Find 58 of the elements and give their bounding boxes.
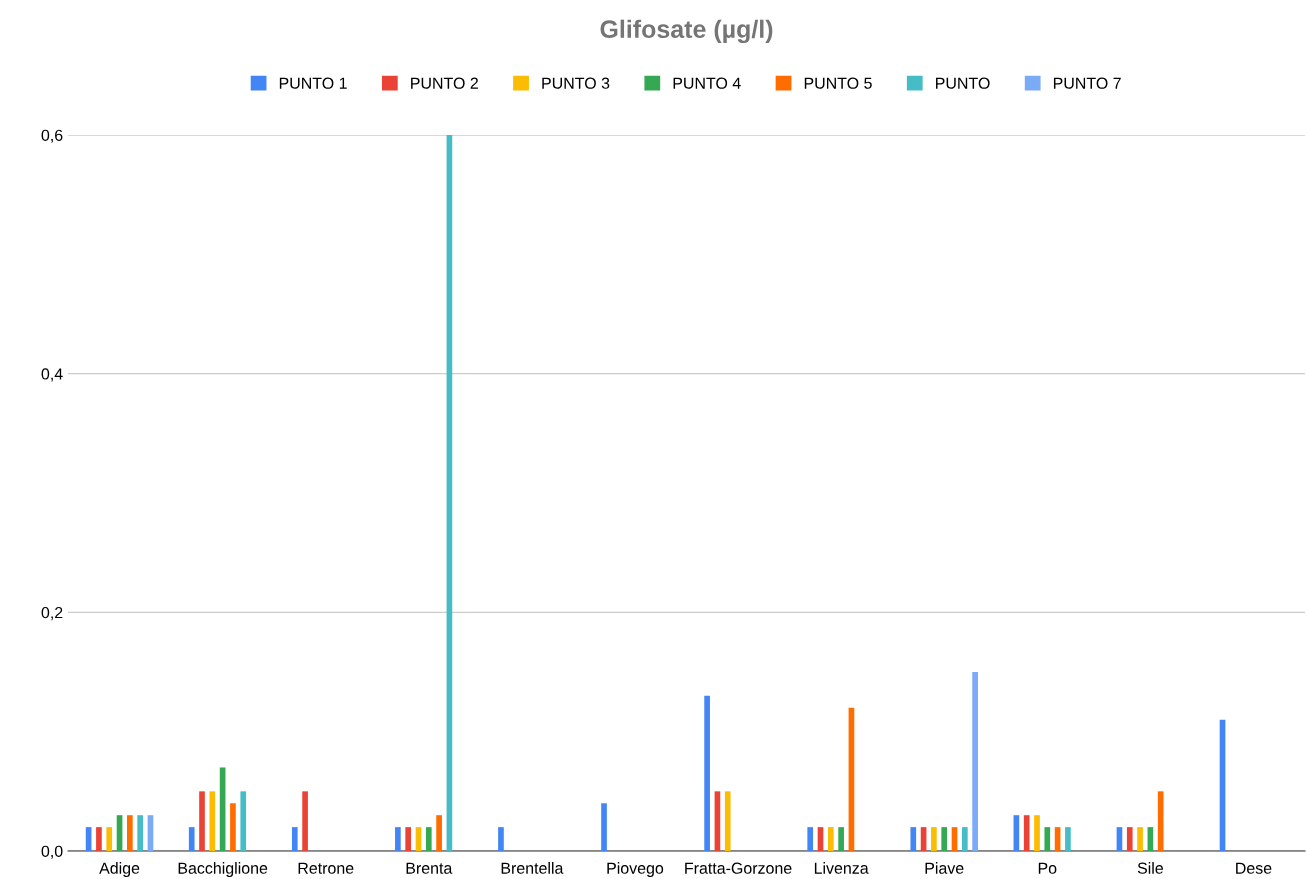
bar bbox=[106, 827, 113, 851]
bar bbox=[724, 791, 731, 851]
bar bbox=[291, 827, 298, 851]
legend-label: PUNTO 7 bbox=[1053, 77, 1121, 89]
bar bbox=[230, 803, 236, 851]
bar bbox=[1157, 791, 1164, 851]
bar bbox=[1065, 827, 1071, 851]
bar bbox=[395, 827, 401, 851]
x-tick-label: Brenta bbox=[406, 862, 453, 874]
x-tick-label: Po bbox=[1038, 862, 1057, 874]
x-tick-label: Brentella bbox=[501, 862, 564, 874]
y-tick-label: 0,4 bbox=[41, 368, 63, 382]
x-tick-label: Dese bbox=[1236, 862, 1272, 874]
x-tick-label: Livenza bbox=[814, 862, 869, 874]
bar bbox=[240, 791, 247, 851]
bar bbox=[704, 695, 710, 851]
bar bbox=[1023, 815, 1030, 851]
legend-label: PUNTO 1 bbox=[279, 77, 347, 89]
legend-label: PUNTO 5 bbox=[804, 77, 872, 89]
bar bbox=[972, 672, 978, 851]
bar bbox=[931, 827, 937, 851]
legend-label: PUNTO 4 bbox=[673, 77, 741, 89]
x-tick-label: Adige bbox=[99, 862, 140, 877]
bar bbox=[838, 827, 844, 851]
bar bbox=[1126, 827, 1133, 851]
bar bbox=[941, 827, 948, 851]
x-tick-label: Piovego bbox=[607, 862, 664, 877]
x-tick-label: Piave bbox=[925, 862, 964, 874]
bar bbox=[498, 827, 504, 851]
bar bbox=[436, 815, 442, 851]
x-tick-label: Retrone bbox=[298, 862, 354, 874]
bar bbox=[910, 827, 917, 851]
bar bbox=[1044, 827, 1051, 851]
legend-label: PUNTO 2 bbox=[411, 77, 478, 89]
bar bbox=[302, 791, 308, 851]
x-tick-label: Bacchiglione bbox=[178, 862, 268, 877]
bar bbox=[961, 827, 968, 851]
bar bbox=[199, 791, 205, 851]
legend-label: PUNTO bbox=[936, 77, 990, 89]
bar bbox=[137, 815, 143, 851]
legend-label: PUNTO 3 bbox=[542, 77, 610, 89]
y-tick-label: 0,2 bbox=[41, 606, 63, 621]
bar bbox=[127, 815, 133, 851]
bar bbox=[827, 827, 834, 851]
bar bbox=[96, 827, 102, 851]
bar bbox=[209, 791, 216, 851]
bar bbox=[807, 827, 814, 851]
x-tick-label: Sile bbox=[1137, 862, 1163, 874]
bar bbox=[601, 803, 607, 851]
chart-title: Glifosate (µg/l) bbox=[600, 19, 773, 44]
y-tick-label: 0,0 bbox=[41, 845, 63, 859]
bar bbox=[188, 827, 195, 851]
y-tick-label: 0,6 bbox=[41, 129, 63, 143]
bar bbox=[405, 827, 412, 851]
x-tick-label: Fratta-Gorzone bbox=[685, 862, 792, 874]
bar bbox=[1137, 827, 1143, 851]
bar bbox=[425, 827, 432, 851]
bar bbox=[1034, 815, 1040, 851]
